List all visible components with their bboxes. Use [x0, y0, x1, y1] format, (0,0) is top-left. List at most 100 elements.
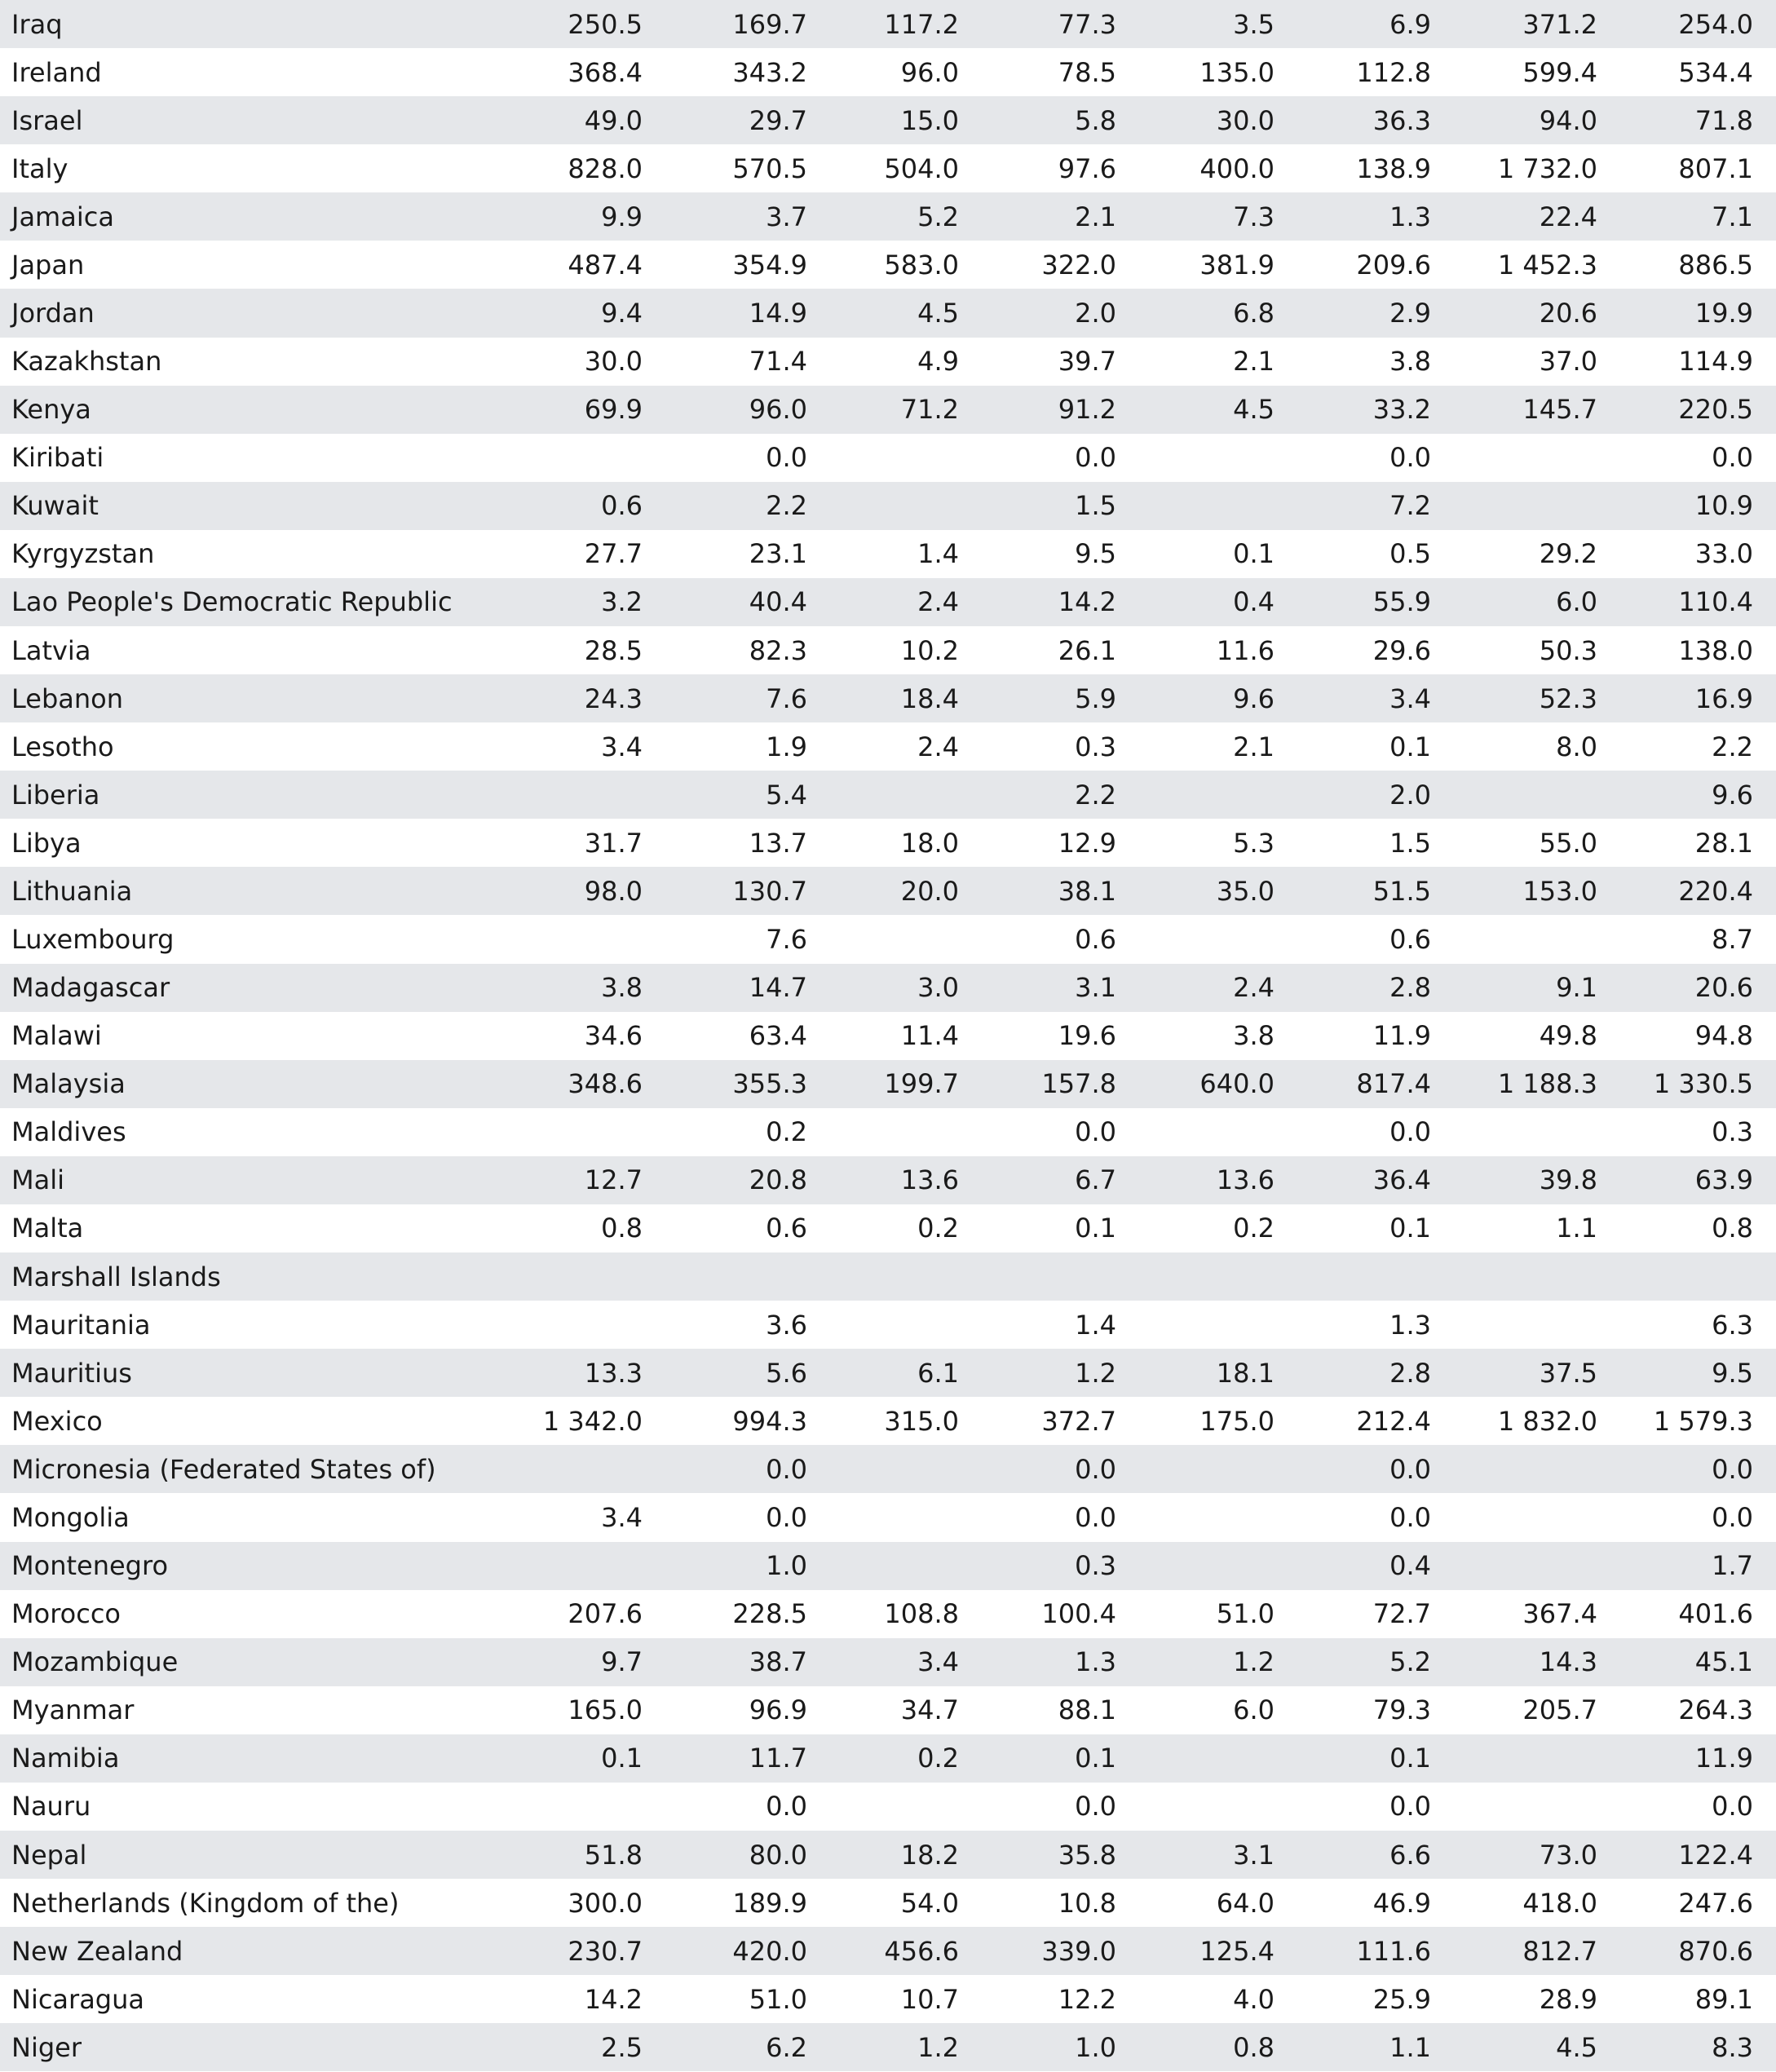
value-cell: 250.5: [568, 8, 643, 40]
value-cell: 534.4: [1678, 56, 1753, 88]
value-cell: 220.5: [1678, 394, 1753, 426]
value-cell: 2.2: [1075, 779, 1116, 811]
table-row: Mexico 1 342.0 994.3 315.0 372.7 175.0 212.4 1 …: [0, 1397, 1776, 1445]
country-name: Jamaica: [11, 201, 114, 232]
value-cell: 0.1: [1389, 1213, 1431, 1244]
country-name: Nauru: [11, 1791, 91, 1822]
value-cell: 63.9: [1694, 1164, 1753, 1196]
value-cell: 1 452.3: [1497, 249, 1597, 281]
value-cell: 16.9: [1694, 683, 1753, 714]
value-cell: 6.6: [1389, 1839, 1431, 1871]
value-cell: 34.7: [900, 1694, 959, 1726]
table-row: Mongolia 3.4 0.0 0.0 0.0 0.0: [0, 1493, 1776, 1541]
value-cell: 14.2: [584, 1983, 643, 2015]
value-cell: 3.4: [601, 1501, 643, 1533]
value-cell: 207.6: [568, 1598, 643, 1630]
value-cell: 50.3: [1539, 634, 1597, 666]
table-row: Kenya 69.9 96.0 71.2 91.2 4.5 33.2 145.7 220.5: [0, 385, 1776, 434]
value-cell: 9.5: [1075, 538, 1116, 570]
country-name: Madagascar: [11, 972, 170, 1004]
value-cell: 9.5: [1712, 1357, 1753, 1389]
table-row: Nicaragua 14.2 51.0 10.7 12.2 4.0 25.9 28.9 89.1: [0, 1975, 1776, 2023]
value-cell: 96.0: [749, 394, 807, 426]
value-cell: 6.0: [1233, 1694, 1275, 1726]
country-name: Namibia: [11, 1743, 120, 1774]
value-cell: 0.1: [1233, 538, 1275, 570]
value-cell: 6.7: [1075, 1164, 1116, 1196]
country-name: Maldives: [11, 1116, 126, 1148]
value-cell: 0.0: [766, 1453, 807, 1485]
value-cell: 0.8: [601, 1213, 643, 1244]
value-cell: 33.0: [1694, 538, 1753, 570]
value-cell: 1.1: [1556, 1213, 1597, 1244]
table-row: Madagascar 3.8 14.7 3.0 3.1 2.4 2.8 9.1 20.6: [0, 963, 1776, 1012]
value-cell: 4.5: [1556, 2031, 1597, 2063]
value-cell: 30.0: [1216, 104, 1275, 136]
value-cell: 0.6: [1075, 924, 1116, 956]
value-cell: 71.4: [749, 346, 807, 378]
value-cell: 1 832.0: [1497, 1405, 1597, 1437]
value-cell: 20.6: [1694, 972, 1753, 1004]
value-cell: 1.7: [1712, 1550, 1753, 1582]
country-name: Niger: [11, 2031, 82, 2063]
value-cell: 33.2: [1372, 394, 1431, 426]
value-cell: 138.0: [1678, 634, 1753, 666]
value-cell: 63.4: [749, 1020, 807, 1052]
value-cell: 828.0: [568, 152, 643, 184]
value-cell: 91.2: [1058, 394, 1116, 426]
country-name: Italy: [11, 152, 68, 184]
value-cell: 3.7: [766, 201, 807, 232]
value-cell: 71.2: [900, 394, 959, 426]
table-row: Malawi 34.6 63.4 11.4 19.6 3.8 11.9 49.8 94.8: [0, 1012, 1776, 1060]
value-cell: 9.7: [601, 1646, 643, 1678]
table-row: Myanmar 165.0 96.9 34.7 88.1 6.0 79.3 205.7 264.…: [0, 1686, 1776, 1734]
country-name: Nepal: [11, 1839, 87, 1871]
value-cell: 0.0: [1075, 442, 1116, 474]
country-name: Malawi: [11, 1020, 102, 1052]
value-cell: 0.0: [1389, 442, 1431, 474]
country-name: Libya: [11, 827, 82, 859]
country-name: Latvia: [11, 634, 91, 666]
table-row: Maldives 0.2 0.0 0.0 0.3: [0, 1108, 1776, 1156]
value-cell: 0.8: [1712, 1213, 1753, 1244]
value-cell: 9.4: [601, 298, 643, 329]
value-cell: 2.1: [1233, 731, 1275, 762]
country-name: Kiribati: [11, 442, 104, 474]
value-cell: 0.0: [1389, 1791, 1431, 1822]
value-cell: 322.0: [1041, 249, 1116, 281]
value-cell: 0.0: [1712, 1453, 1753, 1485]
value-cell: 88.1: [1058, 1694, 1116, 1726]
country-name: Kazakhstan: [11, 346, 162, 378]
value-cell: 112.8: [1356, 56, 1431, 88]
value-cell: 38.7: [749, 1646, 807, 1678]
value-cell: 89.1: [1694, 1983, 1753, 2015]
country-name: Lithuania: [11, 875, 133, 907]
country-name: Morocco: [11, 1598, 121, 1630]
table-row: Morocco 207.6 228.5 108.8 100.4 51.0 72.7 367.4…: [0, 1590, 1776, 1638]
value-cell: 14.7: [749, 972, 807, 1004]
value-cell: 0.1: [1075, 1213, 1116, 1244]
value-cell: 807.1: [1678, 152, 1753, 184]
table-row: Kiribati 0.0 0.0 0.0 0.0: [0, 434, 1776, 482]
value-cell: 0.1: [1389, 731, 1431, 762]
value-cell: 10.7: [900, 1983, 959, 2015]
value-cell: 3.5: [1233, 8, 1275, 40]
value-cell: 817.4: [1356, 1068, 1431, 1100]
value-cell: 0.0: [1389, 1453, 1431, 1485]
value-cell: 3.8: [1233, 1020, 1275, 1052]
table-row: Mali 12.7 20.8 13.6 6.7 13.6 36.4 39.8 63.9: [0, 1155, 1776, 1204]
value-cell: 1.4: [1075, 1309, 1116, 1341]
value-cell: 20.0: [900, 875, 959, 907]
value-cell: 3.6: [766, 1309, 807, 1341]
value-cell: 31.7: [584, 827, 643, 859]
value-cell: 28.1: [1694, 827, 1753, 859]
country-name: Kuwait: [11, 490, 99, 522]
value-cell: 94.8: [1694, 1020, 1753, 1052]
value-cell: 0.2: [766, 1116, 807, 1148]
value-cell: 52.3: [1539, 683, 1597, 714]
value-cell: 0.6: [601, 490, 643, 522]
value-cell: 3.1: [1233, 1839, 1275, 1871]
value-cell: 1.1: [1389, 2031, 1431, 2063]
value-cell: 315.0: [884, 1405, 959, 1437]
table-row: Japan 487.4 354.9 583.0 322.0 381.9 209.6 1 452…: [0, 241, 1776, 289]
